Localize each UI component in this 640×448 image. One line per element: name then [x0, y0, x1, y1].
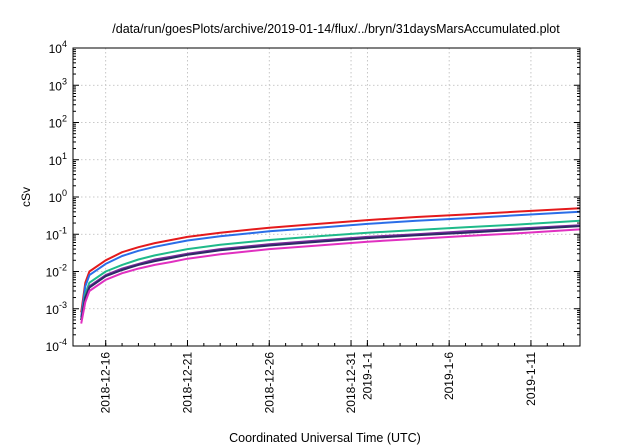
x-tick-label: 2018-12-16: [99, 352, 113, 414]
x-axis: 2018-12-16 2018-12-21 2018-12-26 2018-12-31…: [72, 340, 581, 414]
grid: [73, 48, 580, 346]
y-axis-label: cSv: [19, 187, 33, 207]
chart-title: /data/run/goesPlots/archive/2019-01-14/f…: [112, 22, 560, 36]
y-tick-label: 10-3: [46, 300, 67, 317]
x-tick-label: 2018-12-21: [180, 352, 194, 414]
x-tick-label: 2019-1-6: [442, 352, 456, 400]
y-tick-label: 10-1: [46, 225, 67, 242]
series-line-3: [80, 219, 581, 321]
x-tick-label: 2018-12-31: [344, 352, 358, 414]
x-tick-label: 2019-1-1: [360, 352, 374, 400]
series-line-1: [80, 207, 581, 313]
y-tick-label: 103: [49, 76, 67, 93]
series-group: [80, 207, 581, 324]
series-line-6: [80, 228, 581, 324]
y-tick-label: 101: [49, 151, 67, 168]
y-tick-label: 102: [49, 114, 67, 131]
series-line-5: [80, 225, 581, 321]
series-line-2: [80, 210, 581, 318]
y-tick-label: 104: [49, 39, 67, 56]
y-tick-label: 100: [49, 188, 67, 205]
y-tick-label: 10-4: [46, 337, 67, 354]
series-line-4: [80, 224, 581, 321]
x-tick-label: 2019-1-11: [524, 352, 538, 406]
y-axis: 10-4 10-3 10-2 10-1 100 101 102 103 104: [46, 39, 580, 354]
x-tick-label: 2018-12-26: [262, 352, 276, 414]
y-tick-label: 10-2: [46, 263, 67, 280]
x-axis-label: Coordinated Universal Time (UTC): [229, 431, 421, 445]
